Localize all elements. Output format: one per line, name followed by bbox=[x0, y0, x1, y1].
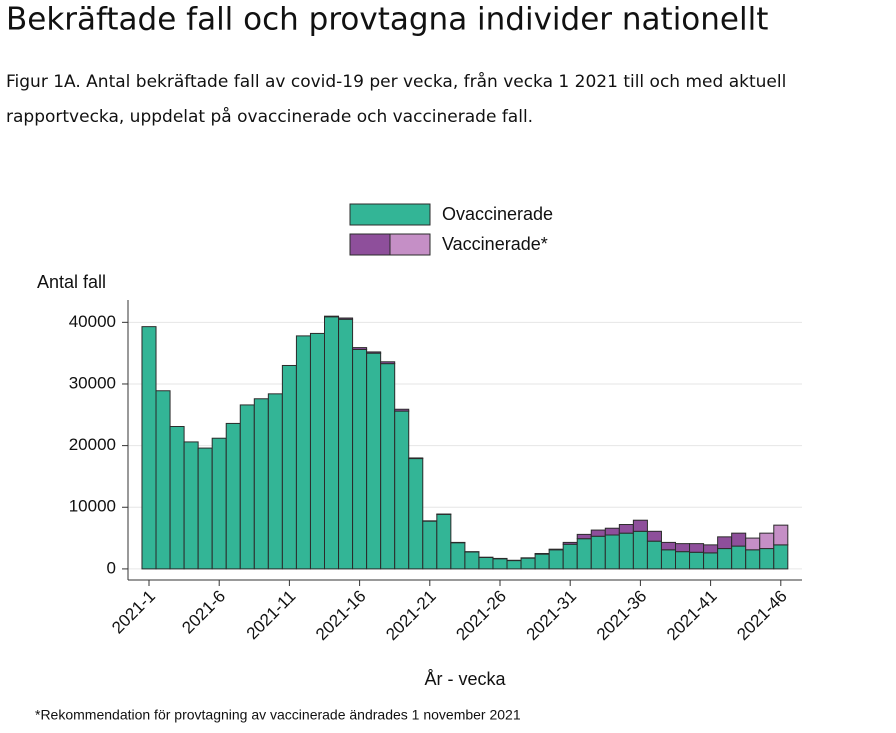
y-tick-label: 0 bbox=[107, 558, 116, 577]
bar-segment bbox=[226, 423, 240, 568]
page-title: Bekräftade fall och provtagna individer … bbox=[6, 2, 768, 38]
legend-swatch bbox=[350, 204, 430, 225]
x-axis-title: År - vecka bbox=[424, 669, 506, 689]
bar-segment bbox=[746, 538, 760, 550]
bar-segment bbox=[760, 549, 774, 569]
bar-segment bbox=[591, 530, 605, 536]
bar-segment bbox=[746, 550, 760, 569]
legend-label: Ovaccinerade bbox=[442, 204, 553, 224]
bar-segment bbox=[339, 319, 353, 569]
bar-segment bbox=[549, 549, 563, 550]
bar-segment bbox=[381, 362, 395, 364]
x-tick-label: 2021-11 bbox=[243, 587, 300, 644]
legend-swatch bbox=[350, 234, 390, 255]
bar-segment bbox=[325, 317, 339, 569]
bar-segment bbox=[521, 558, 535, 569]
bar-segment bbox=[676, 544, 690, 552]
x-tick-label: 2021-26 bbox=[452, 587, 510, 645]
bar-segment bbox=[633, 520, 647, 531]
x-tick-label: 2021-46 bbox=[733, 587, 791, 645]
bar-segment bbox=[437, 514, 451, 569]
bar-segment bbox=[184, 442, 198, 569]
bar-segment bbox=[619, 533, 633, 569]
bar-segment bbox=[268, 394, 282, 569]
bar-segment bbox=[718, 537, 732, 549]
x-tick-label: 2021-21 bbox=[382, 587, 440, 645]
bar-segment bbox=[690, 552, 704, 569]
x-tick-label: 2021-31 bbox=[523, 587, 581, 645]
bar-segment bbox=[395, 409, 409, 411]
bar-segment bbox=[577, 534, 591, 538]
bar-segment bbox=[381, 364, 395, 569]
x-tick-label: 2021-6 bbox=[178, 587, 229, 638]
bar-segment bbox=[633, 531, 647, 569]
bar-segment bbox=[774, 545, 788, 569]
y-tick-label: 30000 bbox=[69, 373, 116, 392]
bar-segment bbox=[254, 399, 268, 569]
caption-line: Figur 1A. Antal bekräftade fall av covid… bbox=[6, 71, 786, 92]
bar-segment bbox=[704, 553, 718, 569]
bar-segment bbox=[409, 459, 423, 569]
bar-segment bbox=[409, 458, 423, 459]
bar-segment bbox=[535, 554, 549, 569]
bar-segment bbox=[563, 544, 577, 569]
bar-segment bbox=[605, 528, 619, 535]
bar-segment bbox=[325, 316, 339, 317]
legend-swatch bbox=[390, 234, 430, 255]
legend-label: Vaccinerade* bbox=[442, 234, 548, 254]
bar-segment bbox=[704, 545, 718, 553]
x-tick-label: 2021-41 bbox=[663, 587, 721, 645]
footnote: *Rekommendation för provtagning av vacci… bbox=[35, 707, 521, 723]
caption-line: rapportvecka, uppdelat på ovaccinerade o… bbox=[6, 106, 533, 127]
bar-segment bbox=[535, 553, 549, 554]
bar-segment bbox=[310, 333, 324, 568]
bar-segment bbox=[563, 542, 577, 544]
y-tick-label: 10000 bbox=[69, 497, 116, 516]
bar-segment bbox=[732, 533, 746, 546]
bar-segment bbox=[549, 550, 563, 569]
bar-segment bbox=[690, 544, 704, 553]
bar-segment bbox=[661, 542, 675, 549]
bar-segment bbox=[577, 539, 591, 569]
x-tick-label: 2021-36 bbox=[593, 587, 651, 645]
bar-segment bbox=[142, 327, 156, 569]
bar-segment bbox=[732, 546, 746, 569]
bar-segment bbox=[451, 543, 465, 569]
bar-segment bbox=[493, 559, 507, 569]
bar-segment bbox=[465, 552, 479, 569]
bar-segment bbox=[296, 336, 310, 569]
bar-segment bbox=[619, 525, 633, 534]
bar-segment bbox=[353, 349, 367, 568]
bar-segment bbox=[367, 352, 381, 353]
y-tick-label: 20000 bbox=[69, 435, 116, 454]
bar-segment bbox=[282, 365, 296, 568]
y-axis-title: Antal fall bbox=[37, 272, 106, 292]
bar-segment bbox=[156, 391, 170, 569]
bar-segment bbox=[479, 558, 493, 569]
bar-segment bbox=[240, 405, 254, 569]
bar-segment bbox=[212, 438, 226, 569]
y-tick-label: 40000 bbox=[69, 312, 116, 331]
bar-segment bbox=[339, 318, 353, 319]
bar-segment bbox=[353, 348, 367, 350]
bar-segment bbox=[198, 448, 212, 569]
bar-segment bbox=[170, 427, 184, 569]
bar-segment bbox=[760, 533, 774, 548]
bar-segment bbox=[774, 525, 788, 545]
bar-segment bbox=[718, 549, 732, 569]
bar-segment bbox=[605, 535, 619, 569]
bar-segment bbox=[423, 521, 437, 569]
x-tick-label: 2021-1 bbox=[108, 587, 159, 638]
bar-segment bbox=[367, 353, 381, 569]
bar-segment bbox=[647, 541, 661, 569]
bar-segment bbox=[676, 552, 690, 569]
x-tick-label: 2021-16 bbox=[312, 587, 370, 645]
bar-segment bbox=[647, 531, 661, 541]
bar-segment bbox=[507, 561, 521, 569]
bar-segment bbox=[395, 411, 409, 569]
bar-segment bbox=[591, 536, 605, 569]
bar-segment bbox=[661, 550, 675, 569]
